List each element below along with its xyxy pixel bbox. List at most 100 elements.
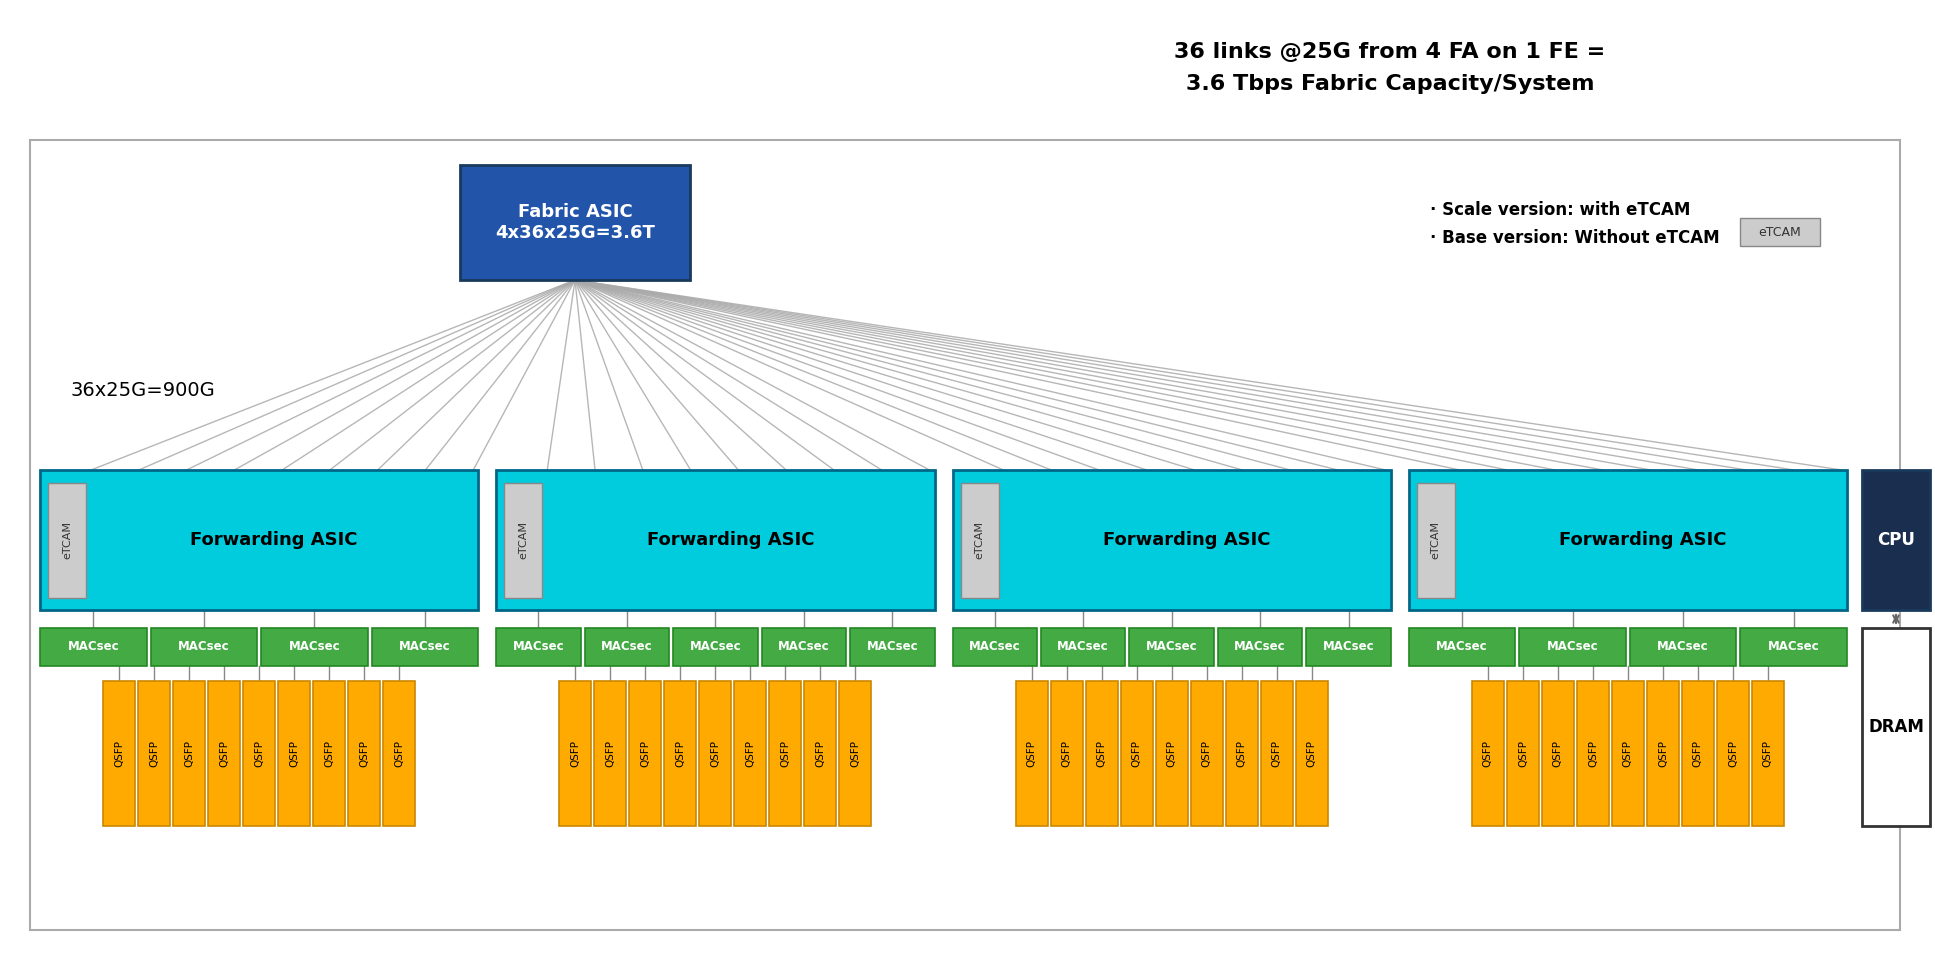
Bar [762,628,846,666]
Text: 36x25G=900G: 36x25G=900G [70,380,215,400]
Bar [594,681,627,826]
Bar [505,483,542,598]
Bar [372,628,478,666]
Bar [279,681,310,826]
Text: · Base version: Without eTCAM: · Base version: Without eTCAM [1430,229,1720,247]
Bar [383,681,416,826]
Text: QSFP: QSFP [1167,740,1176,767]
Bar [1542,681,1573,826]
Text: MACsec: MACsec [1146,641,1198,654]
Text: QSFP: QSFP [606,740,615,767]
Bar [1629,628,1736,666]
Bar [849,628,935,666]
Bar [805,681,836,826]
Text: Forwarding ASIC: Forwarding ASIC [1560,531,1726,549]
Bar [1041,628,1126,666]
Text: QSFP: QSFP [1658,740,1668,767]
Bar [1612,681,1645,826]
Text: MACsec: MACsec [602,641,652,654]
Bar [1740,218,1821,246]
Bar [664,681,697,826]
Bar [673,628,759,666]
Text: MACsec: MACsec [1658,641,1709,654]
Text: QSFP: QSFP [1623,740,1633,767]
Text: MACsec: MACsec [689,641,741,654]
Bar [137,681,170,826]
Text: MACsec: MACsec [1546,641,1598,654]
Bar [559,681,592,826]
Bar [1519,628,1625,666]
Bar [151,628,257,666]
Bar [1409,628,1515,666]
Bar [209,681,240,826]
Text: QSFP: QSFP [675,740,685,767]
Bar [1507,681,1538,826]
Text: QSFP: QSFP [1306,740,1316,767]
Text: MACsec: MACsec [1436,641,1488,654]
Text: MACsec: MACsec [1235,641,1287,654]
Text: QSFP: QSFP [1271,740,1281,767]
Bar [1682,681,1714,826]
Bar [952,470,1391,610]
Text: QSFP: QSFP [219,740,228,767]
Bar [313,681,344,826]
Bar [1473,681,1503,826]
Text: MACsec: MACsec [1324,641,1374,654]
Text: QSFP: QSFP [780,740,789,767]
Text: Forwarding ASIC: Forwarding ASIC [190,531,358,549]
Bar [1086,681,1118,826]
Text: QSFP: QSFP [1728,740,1738,767]
Bar [1051,681,1082,826]
Text: MACsec: MACsec [1769,641,1819,654]
Bar [1155,681,1188,826]
Text: QSFP: QSFP [1132,740,1142,767]
Bar [244,681,275,826]
Bar [1751,681,1784,826]
Text: QSFP: QSFP [325,740,335,767]
Bar [41,628,147,666]
Text: QSFP: QSFP [571,740,580,767]
Bar [770,681,801,826]
Bar [172,681,205,826]
Bar [495,628,580,666]
Text: QSFP: QSFP [1589,740,1598,767]
Text: eTCAM: eTCAM [519,521,528,559]
Text: QSFP: QSFP [710,740,720,767]
Text: QSFP: QSFP [640,740,650,767]
Text: QSFP: QSFP [1027,740,1037,767]
Bar [1416,483,1455,598]
Text: QSFP: QSFP [1554,740,1563,767]
Bar [103,681,135,826]
Text: QSFP: QSFP [360,740,370,767]
Text: QSFP: QSFP [1763,740,1772,767]
Bar [48,483,85,598]
Text: MACsec: MACsec [969,641,1020,654]
Bar [1577,681,1608,826]
Text: MACsec: MACsec [513,641,565,654]
Text: eTCAM: eTCAM [1430,521,1442,559]
Bar [735,681,766,826]
Text: QSFP: QSFP [1693,740,1703,767]
Bar [840,681,871,826]
Bar [261,628,368,666]
Text: QSFP: QSFP [745,740,755,767]
Text: QSFP: QSFP [288,740,300,767]
Text: QSFP: QSFP [1517,740,1529,767]
Bar [1120,681,1153,826]
Text: Forwarding ASIC: Forwarding ASIC [1103,531,1271,549]
Bar [1296,681,1327,826]
Bar [1217,628,1302,666]
Bar [1190,681,1223,826]
Bar [348,681,379,826]
Text: QSFP: QSFP [149,740,159,767]
Text: MACsec: MACsec [399,641,451,654]
Text: DRAM: DRAM [1867,718,1923,736]
Bar [629,681,662,826]
Text: MACsec: MACsec [1057,641,1109,654]
Text: MACsec: MACsec [288,641,341,654]
Text: MACsec: MACsec [68,641,120,654]
Bar [952,628,1037,666]
Text: eTCAM: eTCAM [1759,226,1801,238]
Bar [1225,681,1258,826]
Text: QSFP: QSFP [395,740,404,767]
